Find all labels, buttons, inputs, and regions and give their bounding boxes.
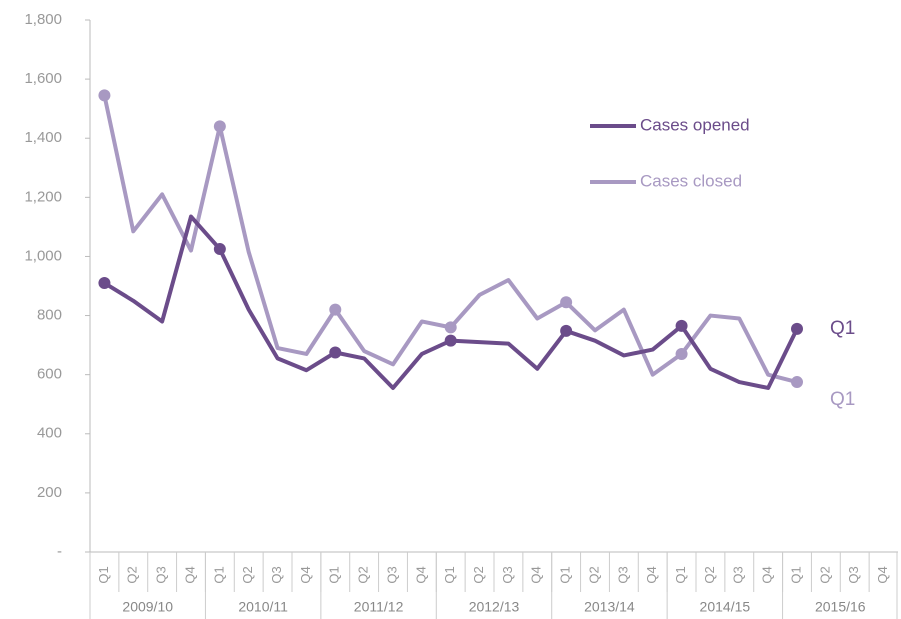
- point-marker: [98, 277, 111, 290]
- x-tick-label: Q3: [731, 566, 746, 583]
- x-tick-label: Q3: [384, 566, 399, 583]
- x-tick-label: Q2: [356, 566, 371, 583]
- end-annotation: Q1: [830, 318, 855, 339]
- year-label: 2010/11: [238, 599, 288, 615]
- x-tick-label: Q1: [788, 566, 803, 583]
- x-tick-label: Q2: [586, 566, 601, 583]
- x-tick-label: Q1: [558, 566, 573, 583]
- x-tick-label: Q4: [298, 566, 313, 583]
- x-tick-label: Q1: [442, 566, 457, 583]
- point-marker: [675, 347, 688, 360]
- point-marker: [560, 324, 573, 337]
- legend-label: Cases opened: [640, 115, 750, 134]
- end-annotation: Q1: [830, 389, 855, 410]
- x-tick-label: Q4: [760, 566, 775, 583]
- x-tick-label: Q4: [875, 566, 890, 583]
- x-tick-label: Q2: [125, 566, 140, 583]
- x-tick-label: Q3: [846, 566, 861, 583]
- year-label: 2014/15: [700, 599, 751, 615]
- point-marker: [444, 334, 457, 347]
- y-tick-label: 1,800: [24, 11, 62, 28]
- x-tick-label: Q1: [673, 566, 688, 583]
- x-tick-label: Q4: [413, 566, 428, 583]
- y-tick-label: 800: [37, 307, 62, 324]
- point-marker: [444, 321, 457, 334]
- x-tick-label: Q2: [702, 566, 717, 583]
- y-tick-label: 200: [37, 484, 62, 501]
- x-tick-label: Q4: [182, 566, 197, 583]
- series-line: [103, 214, 799, 390]
- x-tick-label: Q1: [327, 566, 342, 583]
- x-tick-label: Q3: [269, 566, 284, 583]
- year-label: 2009/10: [122, 599, 173, 615]
- y-tick-label: 1,400: [24, 129, 62, 146]
- x-tick-label: Q2: [240, 566, 255, 583]
- point-marker: [329, 303, 342, 316]
- legend-label: Cases closed: [640, 171, 742, 190]
- x-tick-label: Q2: [817, 566, 832, 583]
- year-label: 2012/13: [469, 599, 520, 615]
- y-tick-label: 1,600: [24, 70, 62, 87]
- year-label: 2011/12: [354, 599, 404, 615]
- x-tick-label: Q3: [615, 566, 630, 583]
- point-marker: [213, 243, 226, 256]
- point-marker: [791, 322, 803, 335]
- x-tick-label: Q4: [529, 566, 544, 583]
- point-marker: [98, 89, 111, 102]
- year-label: 2015/16: [815, 599, 866, 615]
- x-tick-label: Q4: [644, 566, 659, 583]
- point-marker: [675, 319, 688, 332]
- y-tick-label: 600: [37, 366, 62, 383]
- point-marker: [791, 376, 803, 389]
- x-tick-label: Q1: [96, 566, 111, 583]
- x-tick-label: Q3: [500, 566, 515, 583]
- x-tick-label: Q3: [154, 566, 169, 583]
- y-tick-label: 1,000: [24, 247, 62, 264]
- y-tick-label: -: [57, 543, 62, 560]
- point-marker: [560, 296, 573, 309]
- x-tick-label: Q1: [211, 566, 226, 583]
- year-label: 2013/14: [584, 599, 635, 615]
- x-tick-label: Q2: [471, 566, 486, 583]
- y-tick-label: 1,200: [24, 188, 62, 205]
- point-marker: [329, 346, 342, 359]
- point-marker: [213, 120, 226, 133]
- y-tick-label: 400: [37, 425, 62, 442]
